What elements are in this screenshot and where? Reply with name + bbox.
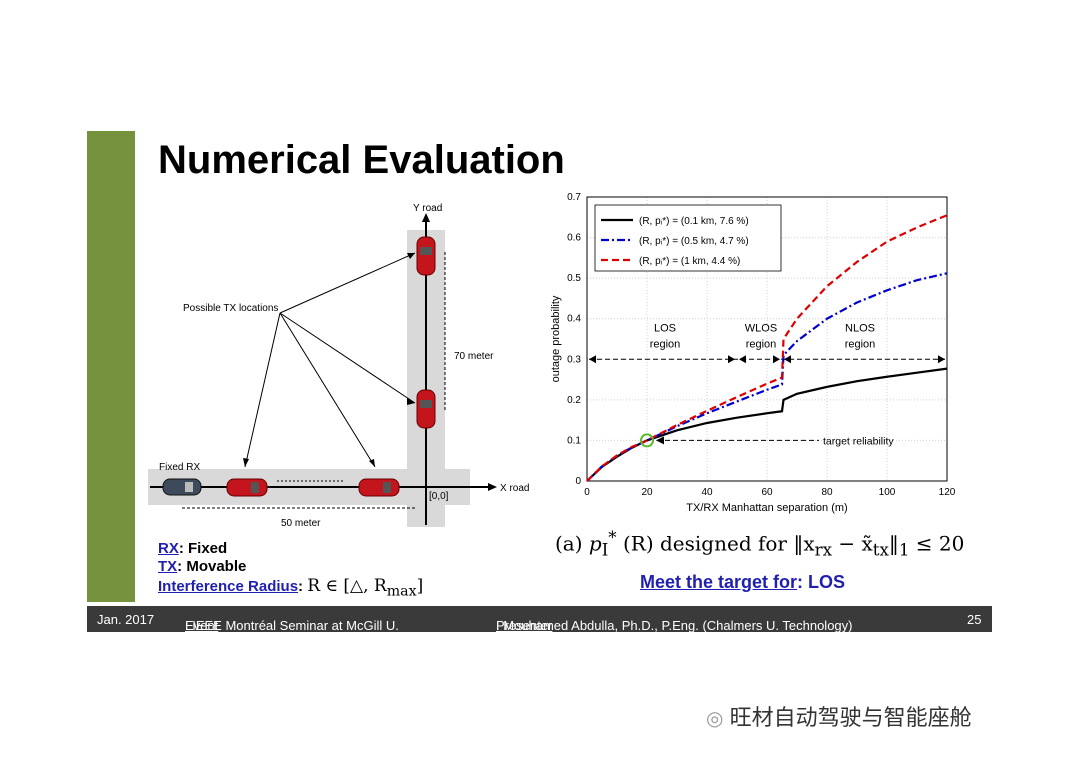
region-sublabel: region	[845, 338, 876, 350]
tx-car-y-top	[416, 236, 436, 276]
caption-bound: ≤ 20	[909, 531, 965, 556]
tx-locations-label: Possible TX locations	[183, 303, 278, 314]
region-sublabel: region	[650, 338, 681, 350]
caption-sub-tx: tx	[872, 540, 889, 560]
rx-legend: RX: Fixed	[158, 540, 227, 557]
tx-car-y-middle	[416, 389, 436, 429]
tx-link[interactable]: TX	[158, 558, 178, 575]
x-tick-label: 40	[701, 487, 713, 498]
distance-vertical-label: 70 meter	[454, 351, 494, 362]
y-axis-arrow	[422, 213, 430, 222]
y-road-label: Y road	[413, 203, 442, 214]
y-tick-label: 0.7	[567, 192, 581, 203]
x-tick-label: 100	[879, 487, 896, 498]
footer-event-key: Event	[185, 618, 219, 633]
footer-presenter-key: Presenter	[496, 618, 553, 633]
chart-legend: (R, pᵢ*) = (0.1 km, 7.6 %) (R, pᵢ*) = (0.…	[594, 204, 782, 272]
caption-rest2: − x̃	[831, 531, 873, 556]
slide-footer: Jan. 2017 Event: IEEE Montréal Seminar a…	[87, 606, 992, 633]
plot-frame	[586, 196, 948, 482]
legend-entry: (R, pᵢ*) = (0.1 km, 7.6 %)	[639, 216, 749, 227]
meet-target-rest: : LOS	[797, 572, 846, 592]
x-tick-label: 20	[641, 487, 653, 498]
y-tick-label: 0.2	[567, 395, 581, 406]
ir-formula-end: ]	[416, 576, 424, 596]
caption-rest: (R) designed for ‖x	[616, 531, 815, 556]
series-line	[586, 214, 948, 482]
x-road-label: X road	[500, 483, 529, 494]
series: target reliability	[586, 214, 948, 482]
region-sublabel: region	[746, 338, 777, 350]
tx-legend: TX: Movable	[158, 558, 246, 575]
caption-prefix: (a)	[555, 531, 589, 556]
outage-chart: 0 20 40 60 80 100 120 0 0.1 0.2 0.3 0.4 0.5 0.6 0.7 LO…	[550, 192, 956, 514]
rx-link[interactable]: RX	[158, 540, 179, 557]
slide-title: Numerical Evaluation	[158, 138, 565, 182]
region-arrowhead	[773, 355, 780, 364]
region-arrowhead	[784, 355, 791, 364]
caption-sub-1: 1	[898, 540, 910, 560]
tx-value: : Movable	[177, 558, 247, 575]
interference-radius-legend: Interference Radius: R ∈ [△, Rmax]	[158, 576, 423, 599]
caption-sup: *	[608, 528, 617, 547]
caption-norm: ‖	[888, 531, 899, 556]
origin-label: [0,0]	[429, 491, 449, 502]
watermark: ◎ 旺材自动驾驶与智能座舱	[706, 700, 972, 732]
wechat-icon: ◎	[706, 708, 724, 730]
fixed-rx-car	[162, 478, 202, 496]
x-tick-label: 80	[821, 487, 833, 498]
fixed-rx-label: Fixed RX	[159, 462, 200, 473]
region-label: NLOS	[845, 322, 875, 334]
y-tick-label: 0.6	[567, 233, 581, 244]
region-arrowhead	[589, 355, 596, 364]
meet-target-link[interactable]: Meet the target for	[640, 572, 798, 592]
accent-bar	[87, 131, 135, 602]
annotation-arrowhead	[656, 436, 664, 445]
footer-presenter-value: : Mouhamed Abdulla, Ph.D., P.Eng. (Chalm…	[496, 618, 853, 633]
x-tick-label: 60	[761, 487, 773, 498]
region-arrowhead	[728, 355, 735, 364]
caption-sub: I	[601, 540, 609, 560]
watermark-text: 旺材自动驾驶与智能座舱	[729, 705, 972, 730]
footer-page-number: 25	[967, 612, 982, 627]
ir-formula-main: R ∈ [△, R	[307, 576, 387, 596]
legend-entry: (R, pᵢ*) = (0.5 km, 4.7 %)	[639, 236, 749, 247]
interference-radius-link[interactable]: Interference Radius	[158, 578, 299, 595]
region-label: WLOS	[745, 322, 777, 334]
meet-target-note: Meet the target for: LOS	[640, 572, 845, 593]
footer-event-value: : IEEE Montréal Seminar at McGill U.	[185, 618, 399, 633]
ir-formula: R ∈ [△, Rmax]	[307, 576, 424, 600]
annotation-label: target reliability	[823, 435, 894, 447]
x-tick-label: 120	[939, 487, 956, 498]
legend-entry: (R, pᵢ*) = (1 km, 4.4 %)	[639, 256, 740, 267]
tx-pointer-arrows	[244, 252, 416, 468]
y-tick-label: 0	[575, 476, 581, 487]
y-tick-label: 0.1	[567, 435, 581, 446]
y-tick-label: 0.4	[567, 314, 581, 325]
caption-p: p	[588, 531, 602, 556]
y-tick-label: 0.5	[567, 273, 581, 284]
target-circle	[640, 433, 654, 448]
tx-car-x-left	[226, 478, 268, 497]
y-tick-label: 0.3	[567, 354, 581, 365]
figure-caption: (a) pI* (R) designed for ‖xrx − x̃tx‖1 ≤…	[555, 528, 985, 560]
tx-car-x-right	[358, 478, 400, 497]
road-diagram: Y road X road [0,0] Possible TX location…	[148, 203, 529, 529]
distance-horizontal-label: 50 meter	[281, 518, 321, 529]
x-axis-arrow	[488, 483, 497, 491]
y-axis-label: outage probability	[550, 295, 562, 382]
footer-date: Jan. 2017	[97, 612, 155, 627]
ir-colon: :	[298, 578, 304, 595]
region-arrowhead	[938, 355, 945, 364]
region-arrowhead	[739, 355, 746, 364]
caption-sub-rx: rx	[814, 540, 832, 560]
ir-formula-sub: max	[386, 583, 417, 600]
region-label: LOS	[654, 322, 676, 334]
rx-value: : Fixed	[178, 540, 228, 557]
x-axis-label: TX/RX Manhattan separation (m)	[686, 502, 847, 514]
x-tick-label: 0	[584, 487, 590, 498]
regions: LOS region WLOS region NLOS region	[589, 322, 945, 364]
axes: 0 20 40 60 80 100 120 0 0.1 0.2 0.3 0.4 0.5 0.6 0.7	[567, 192, 956, 498]
